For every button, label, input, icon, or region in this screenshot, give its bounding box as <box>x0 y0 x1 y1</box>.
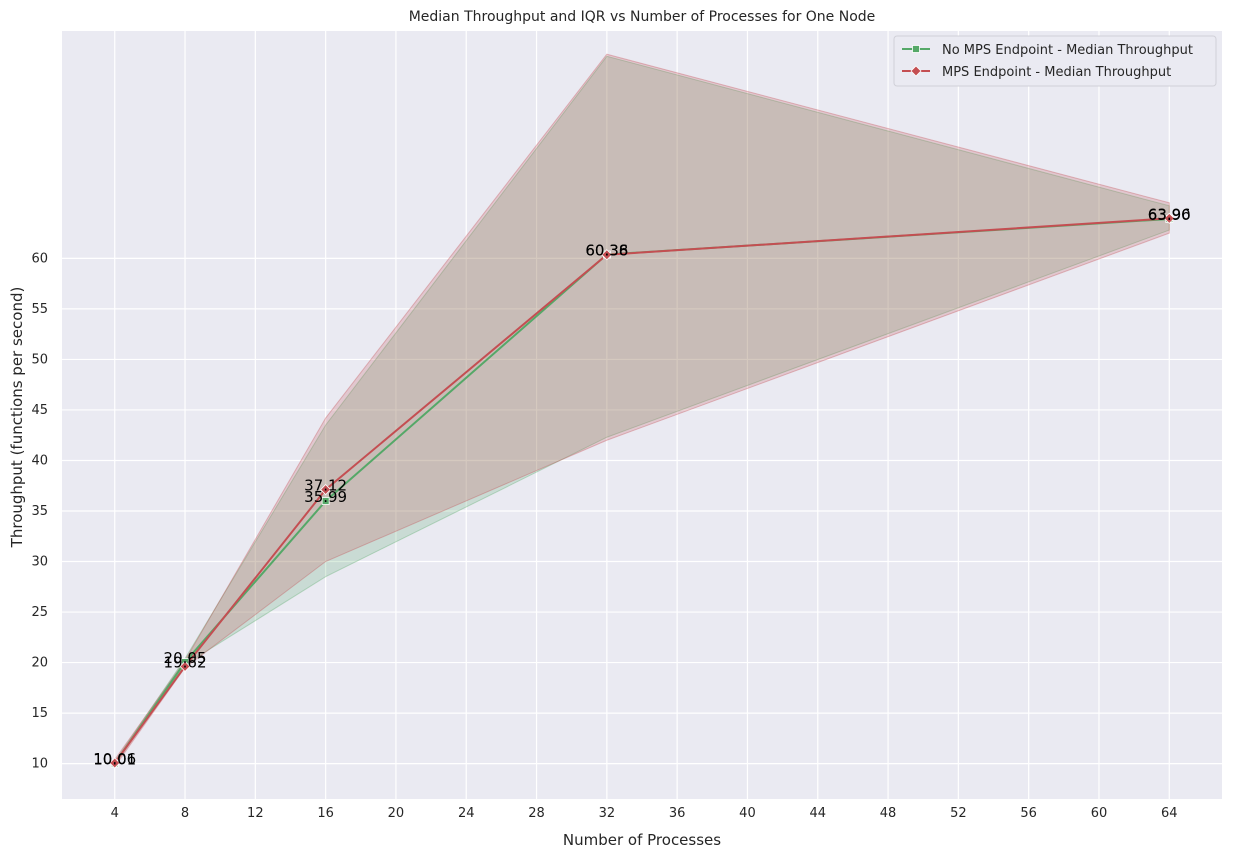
y-tick-label: 55 <box>31 302 48 317</box>
x-tick-label: 64 <box>1161 806 1178 821</box>
data-label: 10.01 <box>93 751 136 769</box>
y-tick-label: 15 <box>31 706 48 721</box>
y-tick-label: 45 <box>31 403 48 418</box>
y-tick-label: 60 <box>31 251 48 266</box>
x-tick-label: 20 <box>388 806 405 821</box>
data-point <box>601 249 613 261</box>
y-tick-label: 30 <box>31 555 48 570</box>
data-label: 63.96 <box>1148 205 1191 223</box>
data-label: 20.05 <box>164 649 207 667</box>
y-tick-label: 20 <box>31 656 48 671</box>
data-point <box>109 757 121 769</box>
x-tick-label: 32 <box>599 806 616 821</box>
x-tick-label: 12 <box>247 806 264 821</box>
x-tick-label: 40 <box>739 806 756 821</box>
x-axis-label: Number of Processes <box>563 831 721 849</box>
y-tick-label: 10 <box>31 757 48 772</box>
data-point <box>179 660 191 672</box>
x-tick-labels: 4 8 12 16 20 24 28 32 36 40 44 48 52 56 60 64 <box>111 806 1178 821</box>
x-tick-label: 52 <box>950 806 967 821</box>
series-markers <box>109 212 1175 769</box>
data-label: 37.12 <box>304 477 347 495</box>
legend-label: MPS Endpoint - Median Throughput <box>942 65 1171 80</box>
x-tick-label: 24 <box>458 806 475 821</box>
legend: No MPS Endpoint - Median Throughput MPS E… <box>893 35 1217 87</box>
x-tick-label: 60 <box>1091 806 1108 821</box>
x-tick-label: 16 <box>317 806 334 821</box>
y-tick-label: 35 <box>31 504 48 519</box>
grid-lines <box>62 31 1222 799</box>
x-tick-label: 36 <box>669 806 686 821</box>
legend-marker <box>910 65 922 77</box>
x-tick-label: 44 <box>809 806 826 821</box>
data-point <box>320 484 332 496</box>
legend-marker <box>912 45 920 53</box>
chart-title: Median Throughput and IQR vs Number of P… <box>409 9 876 25</box>
data-labels: 10.01 20.05 35.99 60.38 63.90 10.06 19.62 37.12… <box>93 205 1190 768</box>
y-tick-label: 50 <box>31 352 48 367</box>
x-tick-label: 8 <box>181 806 189 821</box>
y-tick-labels: 10 15 20 25 30 35 40 45 50 55 60 <box>31 251 48 771</box>
data-point <box>1163 212 1175 224</box>
data-label: 63.90 <box>1148 206 1191 224</box>
x-tick-label: 28 <box>528 806 545 821</box>
iqr-bands <box>114 53 1170 769</box>
x-tick-label: 56 <box>1020 806 1037 821</box>
data-label: 35.99 <box>304 488 347 506</box>
data-label: 19.62 <box>164 653 207 671</box>
data-label: 60.38 <box>585 242 628 260</box>
legend-label: No MPS Endpoint - Median Throughput <box>942 43 1193 58</box>
y-tick-label: 25 <box>31 605 48 620</box>
data-label: 10.06 <box>93 750 136 768</box>
legend-box <box>893 35 1217 87</box>
iqr-band <box>114 53 1170 769</box>
data-label: 60.36 <box>585 242 628 260</box>
x-tick-label: 4 <box>111 806 119 821</box>
y-tick-label: 40 <box>31 453 48 468</box>
data-point <box>321 497 330 505</box>
x-tick-label: 48 <box>880 806 897 821</box>
y-axis-label: Throughput (functions per second) <box>8 287 26 549</box>
